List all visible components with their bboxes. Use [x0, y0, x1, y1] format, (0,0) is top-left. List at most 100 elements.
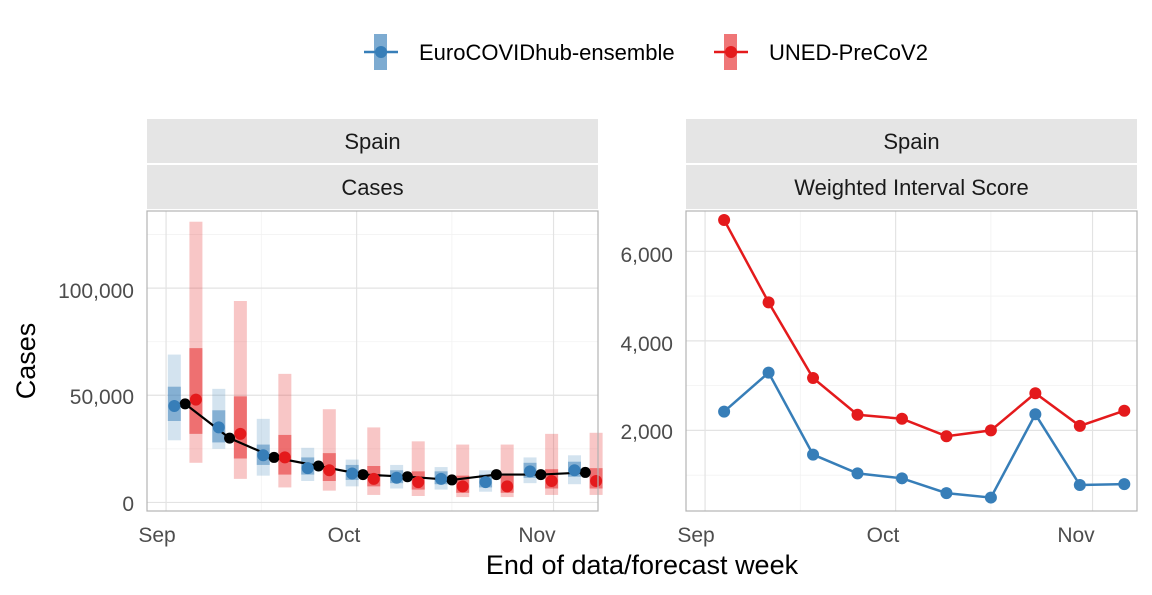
- cases-panel-grid: [147, 211, 598, 511]
- ensemble-median-point: [479, 476, 492, 489]
- ensemble-wis-point: [1118, 478, 1131, 491]
- cases-y-tick-0: 0: [122, 493, 134, 516]
- observed-cases-point: [579, 466, 591, 478]
- right-strip-target-bg: [686, 165, 1137, 209]
- uned-wis-point: [807, 372, 820, 385]
- left-panel-strips: Spain Cases: [147, 119, 598, 209]
- cases-panel-marks: [167, 221, 603, 498]
- observed-cases-point: [401, 471, 413, 483]
- uned-median-point: [189, 393, 202, 406]
- uned-wis-point: [984, 424, 997, 437]
- uned-inner-interval: [233, 396, 247, 459]
- cases-panel-border: [146, 210, 599, 512]
- uned-median-point: [456, 480, 469, 493]
- uned-median-point: [278, 451, 291, 464]
- cases-y-tick-100000: 100,000: [58, 280, 134, 303]
- uned-wis-point: [895, 412, 908, 425]
- wis-panel-bg: [686, 211, 1137, 511]
- uned-wis-point: [762, 296, 775, 309]
- uned-median-point: [590, 475, 603, 487]
- observed-cases-point: [268, 451, 280, 463]
- uned-inner-interval: [189, 348, 203, 434]
- uned-wis-line: [723, 219, 1125, 438]
- cases-panel: [146, 210, 603, 512]
- wis-panel-border: [685, 210, 1138, 512]
- uned-wis-point: [1073, 419, 1086, 432]
- uned-median-point: [323, 464, 336, 477]
- uned-wis-point: [718, 213, 731, 226]
- legend-label-uned: UNED-PreCoV2: [769, 40, 928, 65]
- wis-panel: [685, 210, 1138, 512]
- uned-wis-point: [1029, 387, 1042, 400]
- cases-y-tick-50000: 50,000: [70, 386, 134, 409]
- right-strip-target: Weighted Interval Score: [794, 175, 1028, 200]
- uned-median-point: [501, 480, 514, 493]
- ensemble-median-point: [257, 449, 270, 462]
- wis-y-ticks: 2,000 4,000 6,000: [620, 244, 673, 444]
- right-panel-strips: Spain Weighted Interval Score: [686, 119, 1137, 209]
- cases-panel-bg: [147, 211, 598, 511]
- x-axis-title: End of data/forecast week: [486, 550, 799, 580]
- left-strip-location: Spain: [344, 129, 400, 154]
- wis-y-tick-6000: 6,000: [620, 244, 673, 267]
- wis-x-ticks: Sep Oct Nov: [677, 524, 1095, 547]
- ensemble-wis-point: [895, 472, 908, 485]
- ensemble-median-point: [568, 464, 581, 477]
- legend-key-ensemble-point: [375, 46, 387, 58]
- ensemble-wis-line: [723, 370, 1125, 499]
- left-strip-target-bg: [147, 165, 598, 209]
- observed-cases-point: [179, 398, 191, 410]
- legend-key-uned-point: [725, 46, 737, 58]
- legend-key-ensemble: [364, 34, 398, 70]
- ensemble-wis-point: [984, 491, 997, 504]
- right-strip-location: Spain: [883, 129, 939, 154]
- ensemble-median-point: [346, 467, 359, 480]
- cases-x-ticks: Sep Oct Nov: [138, 524, 556, 547]
- observed-cases-point: [535, 469, 547, 481]
- y-axis-title: Cases: [11, 323, 41, 400]
- ensemble-wis-point: [1029, 408, 1042, 421]
- observed-cases-line: [184, 402, 586, 482]
- uned-median-point: [234, 427, 247, 440]
- wis-y-tick-2000: 2,000: [620, 421, 673, 444]
- uned-median-point: [367, 472, 380, 485]
- legend: EuroCOVIDhub-ensemble UNED-PreCoV2: [364, 34, 928, 70]
- left-strip-location-bg: [147, 119, 598, 163]
- ensemble-wis-point: [718, 405, 731, 418]
- uned-wis-point: [940, 430, 953, 443]
- cases-x-tick-oct: Oct: [328, 524, 361, 547]
- ensemble-median-point: [168, 400, 181, 412]
- legend-key-uned: [714, 34, 748, 70]
- ensemble-wis-point: [762, 366, 775, 379]
- ensemble-wis-point: [940, 487, 953, 500]
- uned-wis-point: [1118, 404, 1131, 417]
- ensemble-median-point: [390, 471, 403, 484]
- uned-median-point: [545, 475, 558, 487]
- observed-cases-point: [357, 469, 369, 481]
- ensemble-median-point: [301, 462, 314, 475]
- uned-wis-point: [851, 408, 864, 421]
- ensemble-wis-point: [807, 448, 820, 461]
- wis-x-tick-sep: Sep: [677, 524, 714, 547]
- wis-x-tick-oct: Oct: [867, 524, 900, 547]
- cases-x-tick-sep: Sep: [138, 524, 175, 547]
- observed-cases-point: [224, 432, 236, 444]
- ensemble-median-point: [435, 472, 448, 485]
- right-strip-location-bg: [686, 119, 1137, 163]
- wis-y-tick-4000: 4,000: [620, 333, 673, 356]
- observed-cases-point: [446, 474, 458, 486]
- wis-panel-marks: [718, 213, 1131, 504]
- uned-median-point: [412, 476, 425, 489]
- legend-label-ensemble: EuroCOVIDhub-ensemble: [419, 40, 675, 65]
- cases-x-tick-nov: Nov: [518, 524, 556, 547]
- ensemble-median-point: [524, 465, 537, 478]
- observed-cases-point: [313, 460, 325, 472]
- ensemble-wis-point: [1073, 479, 1086, 492]
- observed-cases-point: [490, 469, 502, 481]
- cases-y-ticks: 0 50,000 100,000: [58, 280, 134, 516]
- wis-panel-grid: [686, 211, 1137, 511]
- ensemble-median-point: [212, 421, 225, 434]
- ensemble-wis-point: [851, 467, 864, 480]
- left-strip-target: Cases: [341, 175, 403, 200]
